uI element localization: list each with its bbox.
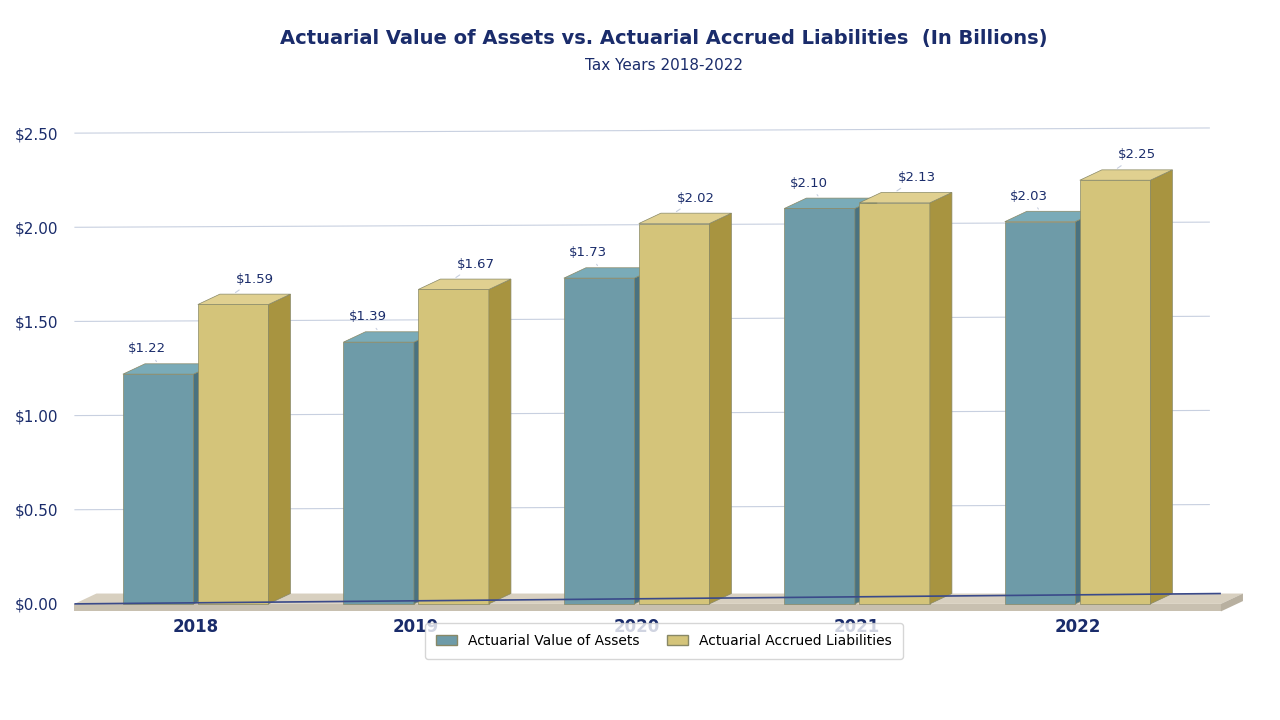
Polygon shape	[74, 604, 1221, 611]
Polygon shape	[198, 305, 269, 604]
Text: $1.67: $1.67	[456, 258, 494, 277]
Title: Actuarial Value of Assets vs. Actuarial Accrued Liabilities  (In Billions): Actuarial Value of Assets vs. Actuarial …	[280, 30, 1048, 48]
Polygon shape	[785, 198, 877, 209]
Polygon shape	[639, 213, 731, 223]
Polygon shape	[859, 192, 952, 203]
Text: $1.73: $1.73	[570, 246, 607, 266]
Text: $2.10: $2.10	[790, 176, 828, 196]
Polygon shape	[1075, 211, 1097, 604]
Polygon shape	[343, 342, 413, 604]
Polygon shape	[123, 364, 215, 374]
Polygon shape	[74, 593, 1243, 604]
Text: $2.13: $2.13	[897, 171, 936, 191]
Polygon shape	[929, 192, 952, 604]
Polygon shape	[1005, 211, 1097, 222]
Polygon shape	[413, 332, 436, 604]
Text: $1.39: $1.39	[348, 310, 387, 330]
Polygon shape	[1151, 170, 1172, 604]
Text: $2.25: $2.25	[1117, 148, 1156, 168]
Polygon shape	[1080, 170, 1172, 180]
Polygon shape	[343, 332, 436, 342]
Text: $2.03: $2.03	[1010, 190, 1048, 209]
Polygon shape	[269, 294, 291, 604]
Text: $1.22: $1.22	[128, 342, 166, 361]
Polygon shape	[1080, 180, 1151, 604]
Polygon shape	[564, 278, 635, 604]
Polygon shape	[123, 374, 193, 604]
Polygon shape	[489, 279, 511, 604]
Polygon shape	[855, 198, 877, 604]
Polygon shape	[1221, 593, 1243, 611]
Text: $2.02: $2.02	[676, 192, 716, 212]
Text: $1.59: $1.59	[236, 273, 274, 292]
Polygon shape	[193, 364, 215, 604]
Text: Tax Years 2018-2022: Tax Years 2018-2022	[585, 58, 744, 73]
Polygon shape	[419, 289, 489, 604]
Polygon shape	[198, 294, 291, 305]
Polygon shape	[639, 223, 709, 604]
Polygon shape	[419, 279, 511, 289]
Legend: Actuarial Value of Assets, Actuarial Accrued Liabilities: Actuarial Value of Assets, Actuarial Acc…	[425, 623, 904, 659]
Polygon shape	[785, 209, 855, 604]
Polygon shape	[564, 268, 657, 278]
Polygon shape	[709, 213, 731, 604]
Polygon shape	[859, 203, 929, 604]
Polygon shape	[635, 268, 657, 604]
Polygon shape	[1005, 222, 1075, 604]
